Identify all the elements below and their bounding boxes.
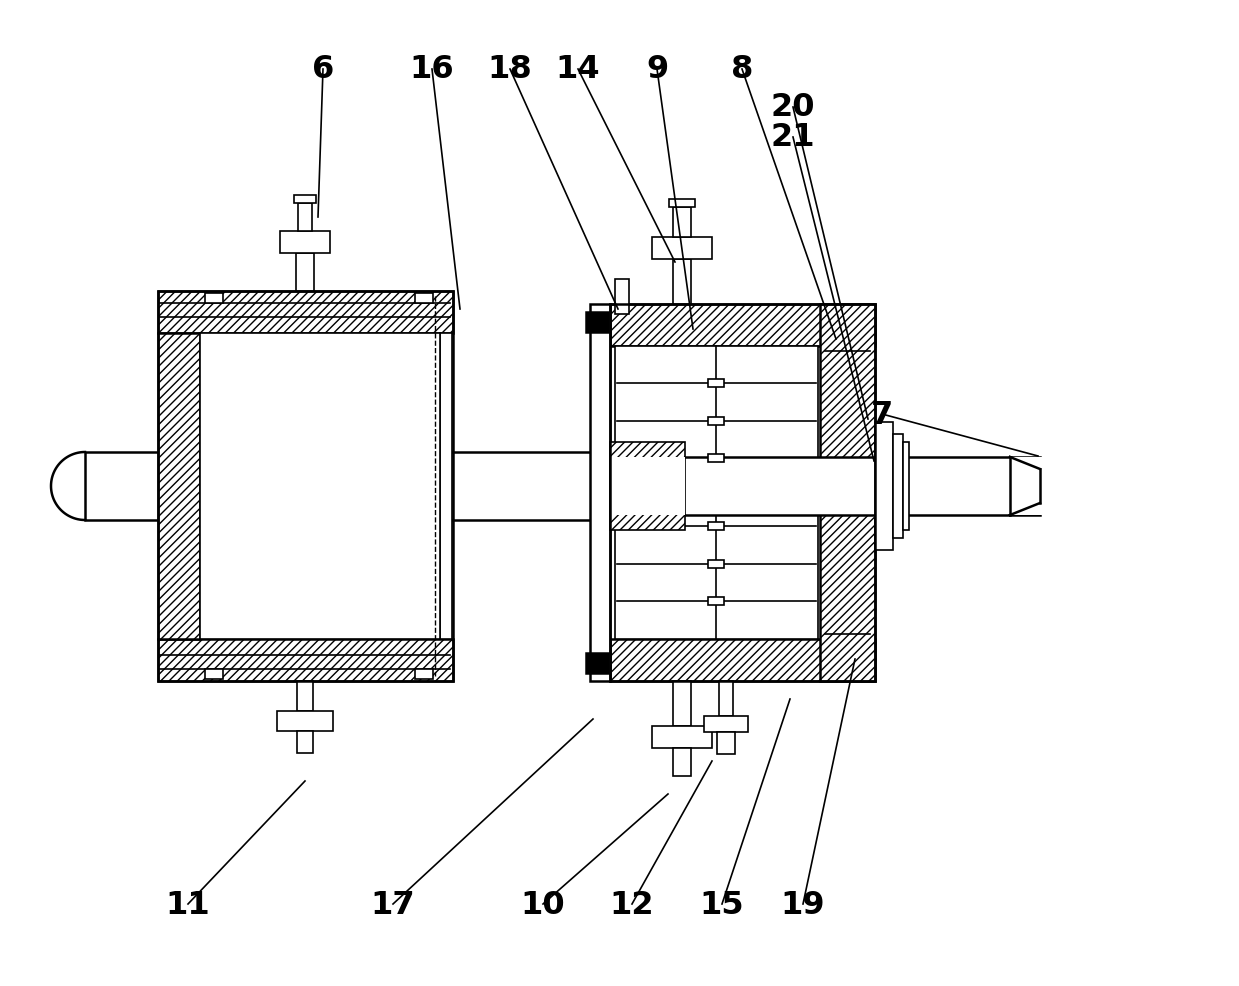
Bar — [299, 204, 312, 232]
Text: 10: 10 — [520, 888, 565, 920]
Text: 16: 16 — [410, 54, 455, 86]
Bar — [707, 418, 724, 426]
Bar — [707, 455, 724, 462]
Bar — [296, 253, 313, 292]
Bar — [159, 333, 199, 639]
Text: 18: 18 — [488, 54, 533, 86]
Text: 21: 21 — [771, 122, 815, 154]
Bar — [673, 681, 691, 727]
Bar — [903, 443, 909, 530]
Bar — [610, 458, 685, 516]
Bar — [280, 232, 330, 253]
Bar — [707, 598, 724, 605]
Bar — [199, 333, 440, 639]
Bar — [278, 711, 333, 732]
Bar — [297, 732, 313, 753]
Text: 6: 6 — [312, 54, 335, 86]
Text: 17: 17 — [370, 888, 415, 920]
Text: 20: 20 — [771, 93, 815, 123]
Bar — [652, 727, 712, 748]
Bar — [652, 238, 712, 259]
Bar — [590, 305, 610, 681]
Bar — [294, 196, 316, 204]
Bar — [159, 639, 453, 681]
Bar — [675, 458, 1040, 516]
Bar — [704, 716, 748, 733]
Bar — [204, 294, 223, 304]
Bar — [673, 208, 691, 238]
Text: 12: 12 — [610, 888, 654, 920]
Bar — [440, 333, 452, 639]
Bar — [586, 313, 608, 332]
Bar — [719, 681, 733, 716]
Bar — [1010, 458, 1042, 516]
Bar — [615, 489, 818, 639]
Bar — [159, 292, 453, 681]
Bar — [297, 681, 313, 711]
Bar — [707, 380, 724, 387]
Bar — [610, 305, 875, 681]
Bar — [673, 259, 691, 305]
Bar — [415, 669, 432, 679]
Text: 15: 15 — [700, 888, 745, 920]
Text: 8: 8 — [731, 54, 753, 86]
Bar — [415, 294, 432, 304]
Bar — [717, 733, 735, 754]
Bar — [610, 443, 685, 530]
Text: 11: 11 — [166, 888, 211, 920]
Text: 7: 7 — [871, 399, 893, 430]
Bar — [85, 453, 597, 521]
Bar — [204, 669, 223, 679]
Text: 19: 19 — [781, 888, 825, 920]
Bar — [586, 654, 608, 673]
Bar — [615, 280, 629, 315]
Bar — [820, 305, 875, 681]
Text: 14: 14 — [555, 54, 601, 86]
Bar — [615, 347, 818, 497]
Bar — [893, 435, 903, 538]
Bar — [707, 523, 724, 530]
Text: 9: 9 — [646, 54, 668, 86]
Bar — [875, 423, 893, 550]
Bar — [707, 560, 724, 568]
Bar — [669, 200, 695, 208]
Bar — [610, 305, 875, 347]
Bar — [673, 748, 691, 776]
Bar — [159, 292, 453, 333]
Bar — [610, 639, 875, 681]
